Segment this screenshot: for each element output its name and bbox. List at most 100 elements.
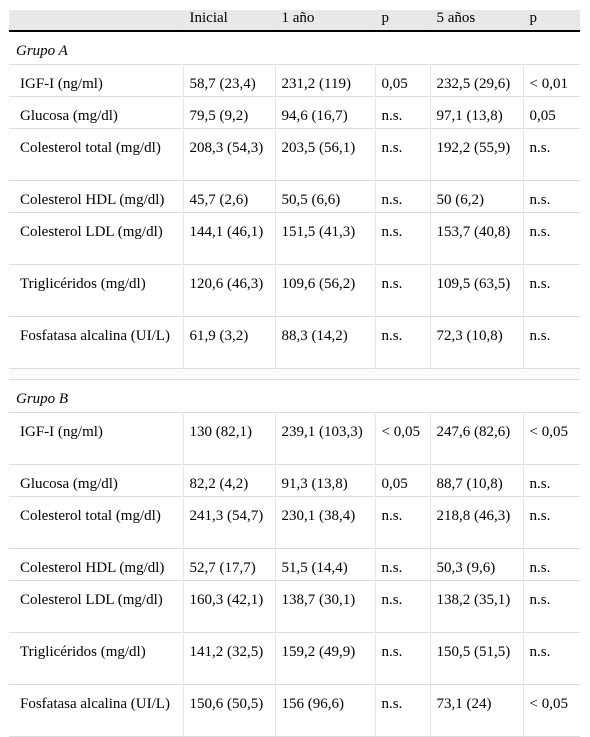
table-row: Colesterol HDL (mg/dl) 45,7 (2,6) 50,5 (6,… bbox=[9, 180, 580, 213]
anos5-cell: 73,1 (24) bbox=[429, 684, 523, 737]
table-row: IGF-I (ng/ml) 130 (82,1) 239,1 (103,3) < 0,… bbox=[9, 412, 580, 465]
anos5-cell: 50,3 (9,6) bbox=[429, 548, 523, 581]
p1-cell: 0,05 bbox=[374, 64, 430, 97]
p2-cell: n.s. bbox=[522, 180, 580, 213]
p1-cell: 0,05 bbox=[374, 464, 430, 497]
inicial-cell: 120,6 (46,3) bbox=[182, 264, 275, 317]
row-label: IGF-I (ng/ml) bbox=[20, 76, 103, 92]
ano1-cell: 109,6 (56,2) bbox=[274, 264, 375, 317]
table-row: Fosfatasa alcalina (UI/L) 61,9 (3,2) 88,3 … bbox=[9, 316, 580, 369]
group-header-row: Grupo A bbox=[9, 31, 580, 65]
table-row: Colesterol LDL (mg/dl) 160,3 (42,1) 138,7 … bbox=[9, 580, 580, 633]
row-label: Glucosa (mg/dl) bbox=[20, 476, 118, 492]
table-row: Glucosa (mg/dl) 79,5 (9,2) 94,6 (16,7) n.s.… bbox=[9, 96, 580, 129]
p2-cell: n.s. bbox=[522, 212, 580, 265]
ano1-cell: 94,6 (16,7) bbox=[274, 96, 375, 129]
anos5-cell: 88,7 (10,8) bbox=[429, 464, 523, 497]
header-cell-inicial: Inicial bbox=[182, 10, 275, 32]
p2-cell: n.s. bbox=[522, 316, 580, 369]
spacer-cell bbox=[9, 368, 580, 380]
p1-cell: n.s. bbox=[374, 180, 430, 213]
p1-cell: n.s. bbox=[374, 128, 430, 181]
inicial-cell: 241,3 (54,7) bbox=[182, 496, 275, 549]
ano1-cell: 88,3 (14,2) bbox=[274, 316, 375, 369]
ano1-cell: 151,5 (41,3) bbox=[274, 212, 375, 265]
inicial-cell: 61,9 (3,2) bbox=[182, 316, 275, 369]
p2-cell: n.s. bbox=[522, 128, 580, 181]
data-table: Inicial 1 año p 5 años p Grupo A IGF-I (n… bbox=[9, 10, 580, 737]
inicial-cell: 208,3 (54,3) bbox=[182, 128, 275, 181]
p1-cell: n.s. bbox=[374, 684, 430, 737]
inicial-cell: 130 (82,1) bbox=[182, 412, 275, 465]
ano1-cell: 231,2 (119) bbox=[274, 64, 375, 97]
row-label: Triglicéridos (mg/dl) bbox=[20, 276, 146, 292]
ano1-cell: 91,3 (13,8) bbox=[274, 464, 375, 497]
p1-cell: < 0,05 bbox=[374, 412, 430, 465]
inicial-cell: 160,3 (42,1) bbox=[182, 580, 275, 633]
table-row: Triglicéridos (mg/dl) 141,2 (32,5) 159,2 (… bbox=[9, 632, 580, 685]
p1-cell: n.s. bbox=[374, 580, 430, 633]
table-row: IGF-I (ng/ml) 58,7 (23,4) 231,2 (119) 0,05 2… bbox=[9, 64, 580, 97]
inicial-cell: 58,7 (23,4) bbox=[182, 64, 275, 97]
inicial-cell: 79,5 (9,2) bbox=[182, 96, 275, 129]
anos5-cell: 150,5 (51,5) bbox=[429, 632, 523, 685]
table-row: Colesterol HDL (mg/dl) 52,7 (17,7) 51,5 (1… bbox=[9, 548, 580, 581]
table-row: Glucosa (mg/dl) 82,2 (4,2) 91,3 (13,8) 0,05… bbox=[9, 464, 580, 497]
anos5-cell: 109,5 (63,5) bbox=[429, 264, 523, 317]
row-label: Colesterol total (mg/dl) bbox=[20, 140, 161, 156]
row-label: Fosfatasa alcalina (UI/L) bbox=[20, 328, 170, 344]
p2-cell: n.s. bbox=[522, 580, 580, 633]
header-cell-p1: p bbox=[374, 10, 430, 32]
p2-cell: 0,05 bbox=[522, 96, 580, 129]
header-cell-5-anos: 5 años bbox=[429, 10, 523, 32]
header-cell-p2: p bbox=[522, 10, 580, 32]
p1-cell: n.s. bbox=[374, 548, 430, 581]
p2-cell: n.s. bbox=[522, 496, 580, 549]
anos5-cell: 192,2 (55,9) bbox=[429, 128, 523, 181]
p1-cell: n.s. bbox=[374, 632, 430, 685]
row-label: IGF-I (ng/ml) bbox=[20, 424, 103, 440]
table-row: Colesterol total (mg/dl) 241,3 (54,7) 230,… bbox=[9, 496, 580, 549]
p1-cell: n.s. bbox=[374, 264, 430, 317]
p1-cell: n.s. bbox=[374, 96, 430, 129]
inicial-cell: 150,6 (50,5) bbox=[182, 684, 275, 737]
table-body: Grupo A IGF-I (ng/ml) 58,7 (23,4) 231,2 (11… bbox=[9, 31, 580, 737]
row-label: Colesterol LDL (mg/dl) bbox=[20, 592, 163, 608]
anos5-cell: 153,7 (40,8) bbox=[429, 212, 523, 265]
ano1-cell: 138,7 (30,1) bbox=[274, 580, 375, 633]
inicial-cell: 45,7 (2,6) bbox=[182, 180, 275, 213]
group-spacer-row bbox=[9, 368, 580, 380]
row-label: Glucosa (mg/dl) bbox=[20, 108, 118, 124]
row-label: Colesterol LDL (mg/dl) bbox=[20, 224, 163, 240]
ano1-cell: 50,5 (6,6) bbox=[274, 180, 375, 213]
p2-cell: n.s. bbox=[522, 264, 580, 317]
header-cell-1-ano: 1 año bbox=[274, 10, 375, 32]
group-header-row: Grupo B bbox=[9, 380, 580, 413]
ano1-cell: 156 (96,6) bbox=[274, 684, 375, 737]
anos5-cell: 247,6 (82,6) bbox=[429, 412, 523, 465]
p2-cell: < 0,05 bbox=[522, 412, 580, 465]
group-title: Grupo B bbox=[16, 391, 69, 407]
p2-cell: n.s. bbox=[522, 632, 580, 685]
anos5-cell: 138,2 (35,1) bbox=[429, 580, 523, 633]
row-label: Triglicéridos (mg/dl) bbox=[20, 644, 146, 660]
inicial-cell: 82,2 (4,2) bbox=[182, 464, 275, 497]
header-row: Inicial 1 año p 5 años p bbox=[9, 10, 580, 32]
row-label: Colesterol total (mg/dl) bbox=[20, 508, 161, 524]
ano1-cell: 159,2 (49,9) bbox=[274, 632, 375, 685]
p1-cell: n.s. bbox=[374, 496, 430, 549]
anos5-cell: 50 (6,2) bbox=[429, 180, 523, 213]
header-cell-empty bbox=[9, 10, 183, 32]
group-title: Grupo A bbox=[16, 43, 68, 59]
inicial-cell: 52,7 (17,7) bbox=[182, 548, 275, 581]
table-row: Colesterol LDL (mg/dl) 144,1 (46,1) 151,5 … bbox=[9, 212, 580, 265]
ano1-cell: 51,5 (14,4) bbox=[274, 548, 375, 581]
p1-cell: n.s. bbox=[374, 316, 430, 369]
inicial-cell: 144,1 (46,1) bbox=[182, 212, 275, 265]
row-label: Fosfatasa alcalina (UI/L) bbox=[20, 696, 170, 712]
ano1-cell: 239,1 (103,3) bbox=[274, 412, 375, 465]
row-label: Colesterol HDL (mg/dl) bbox=[20, 560, 165, 576]
table-row: Triglicéridos (mg/dl) 120,6 (46,3) 109,6 (… bbox=[9, 264, 580, 317]
p1-cell: n.s. bbox=[374, 212, 430, 265]
ano1-cell: 203,5 (56,1) bbox=[274, 128, 375, 181]
